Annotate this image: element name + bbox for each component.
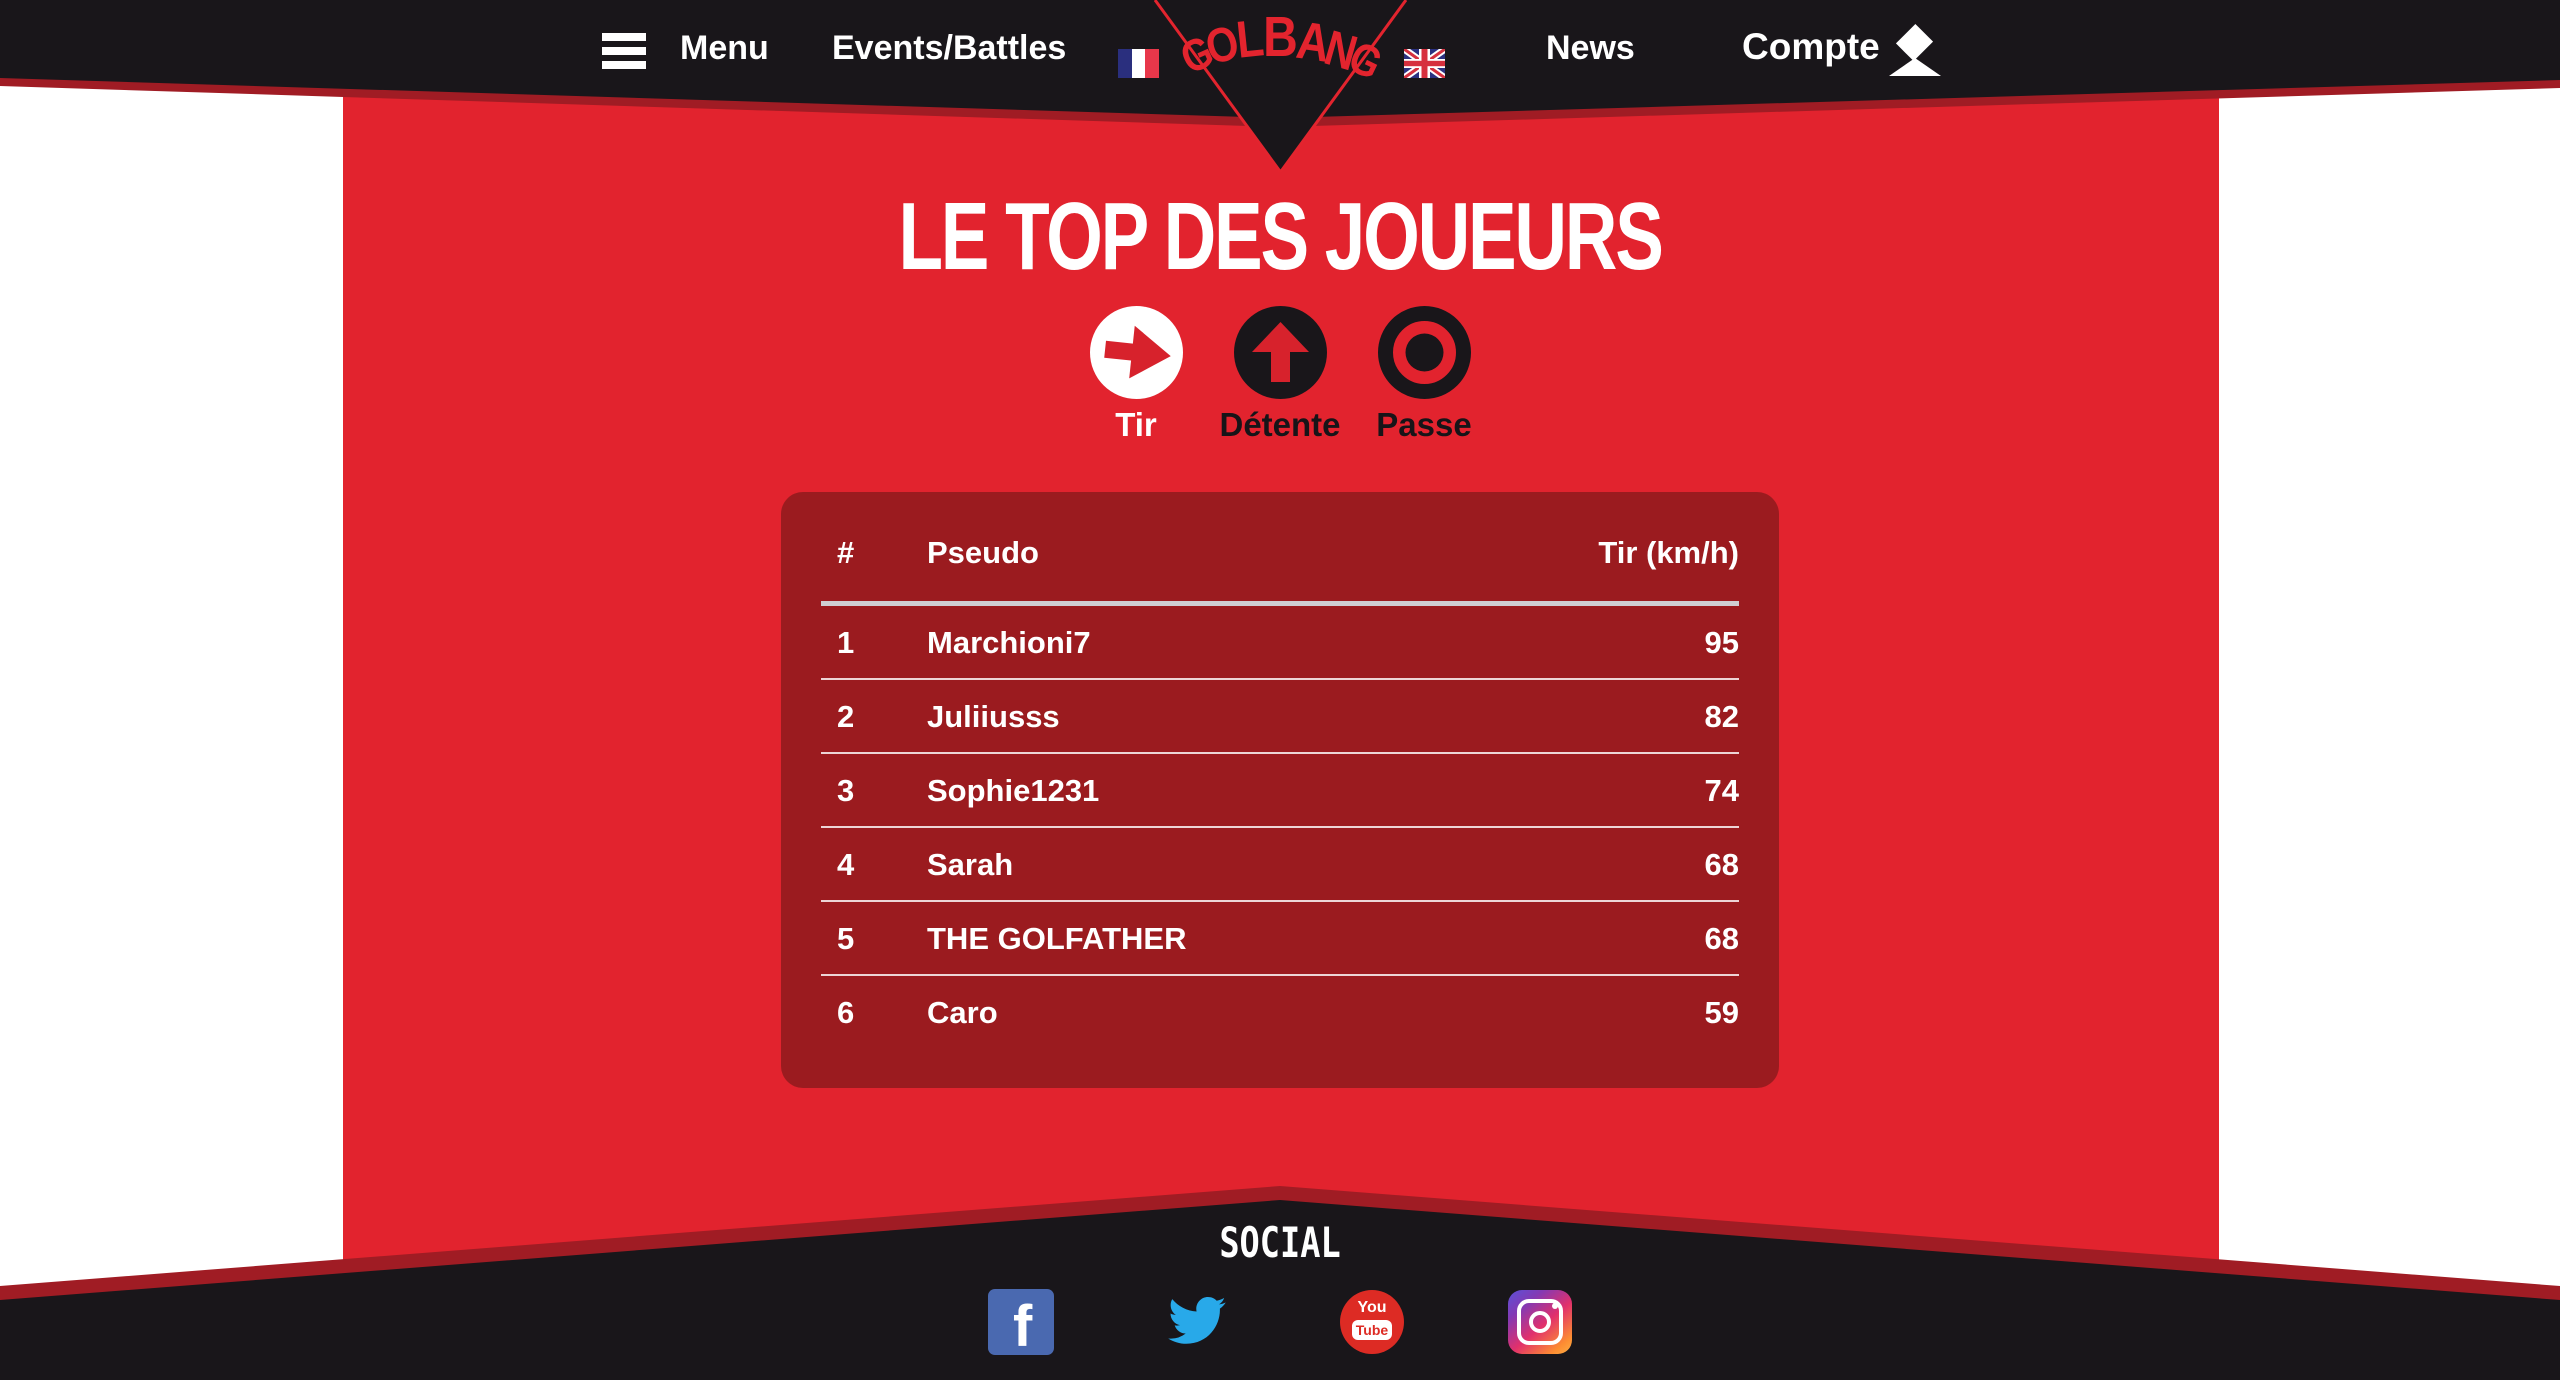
uk-flag-icon[interactable]: [1404, 49, 1445, 78]
table-header: # Pseudo Tir (km/h): [821, 492, 1739, 606]
target-icon: [1377, 306, 1471, 399]
table-row: 6 Caro 59: [837, 995, 1739, 1030]
account-person-icon[interactable]: [1888, 23, 1942, 76]
col-rank-header: #: [837, 535, 855, 570]
stat-tabs: Tir Détente Passe: [1064, 306, 1496, 444]
page-title: LE TOP DES JOUEURS: [898, 183, 1663, 290]
table-row: 1 Marchioni7 95: [821, 606, 1739, 680]
tab-detente[interactable]: Détente: [1208, 306, 1352, 444]
youtube-icon[interactable]: You Tube: [1340, 1289, 1404, 1354]
tab-label: Passe: [1376, 406, 1472, 443]
table-row: 5 THE GOLFATHER 68: [821, 902, 1739, 976]
tab-tir[interactable]: Tir: [1064, 306, 1208, 444]
tab-label: Détente: [1219, 406, 1341, 443]
arrow-up-icon: [1233, 306, 1327, 399]
nav-item-events-battles[interactable]: Events/Battles: [832, 29, 1067, 67]
french-flag-icon[interactable]: [1118, 49, 1159, 78]
table-row: 3 Sophie1231 74: [821, 754, 1739, 828]
golbang-logo[interactable]: [1154, 0, 1407, 176]
nav-item-menu[interactable]: Menu: [680, 29, 769, 67]
twitter-icon[interactable]: [1158, 1286, 1236, 1357]
col-pseudo-header: Pseudo: [927, 535, 1039, 570]
social-heading: SOCIAL: [1219, 1218, 1341, 1267]
tab-label: Tir: [1115, 406, 1157, 443]
table-row: 4 Sarah 68: [821, 828, 1739, 902]
nav-item-news[interactable]: News: [1546, 29, 1635, 67]
leaderboard-panel: # Pseudo Tir (km/h) 1 Marchioni7 95 2 Ju…: [781, 492, 1779, 1088]
table-row: 2 Juliiusss 82: [821, 680, 1739, 754]
tab-passe[interactable]: Passe: [1352, 306, 1496, 444]
facebook-icon[interactable]: f: [988, 1288, 1054, 1355]
social-links: f You Tube: [0, 1286, 2560, 1357]
arrow-right-icon: [1089, 306, 1183, 399]
hamburger-menu-icon[interactable]: [602, 33, 646, 69]
instagram-icon[interactable]: [1508, 1289, 1572, 1354]
col-value-header: Tir (km/h): [1598, 535, 1739, 570]
nav-item-account[interactable]: Compte: [1742, 26, 1880, 67]
